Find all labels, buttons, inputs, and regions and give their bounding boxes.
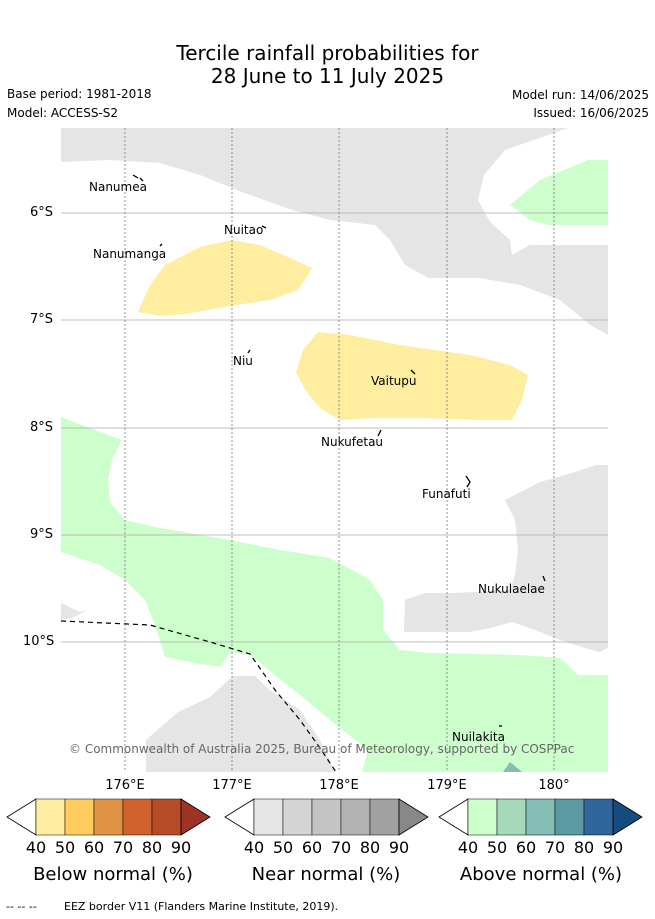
colorbar-above-normal-swatch-60 <box>525 798 556 836</box>
longitude-label-178e: 178°E <box>319 778 359 793</box>
colorbar-near-normal-tick-90: 90 <box>388 838 410 857</box>
latitude-label-8s: 8°S <box>30 420 54 435</box>
latitude-label-9s: 9°S <box>30 527 54 542</box>
below-normal-region-northwest <box>138 240 312 316</box>
island-label-nukulaelae: Nukulaelae <box>478 582 545 596</box>
island-shape-nuitao <box>261 225 267 229</box>
island-label-niu: Niu <box>233 354 253 368</box>
colorbar-below-normal-tick-40: 40 <box>25 838 47 857</box>
colorbar-below-normal-swatch-80 <box>151 798 182 836</box>
colorbar-below-normal-tick-70: 70 <box>112 838 134 857</box>
colorbar-above-normal-tick-80: 80 <box>573 838 595 857</box>
latitude-label-6s: 6°S <box>30 205 54 220</box>
colorbar-above-normal-below-40-extension <box>438 798 469 836</box>
eez-border <box>61 620 337 772</box>
colorbar-near-normal-above-90-extension <box>398 798 429 836</box>
island-shape-funafuti <box>465 475 471 488</box>
colorbar-above-normal-tick-60: 60 <box>515 838 537 857</box>
below-normal-region-central <box>296 332 528 420</box>
colorbar-below-normal-swatch-70 <box>122 798 153 836</box>
longitude-label-179e: 179°E <box>427 778 467 793</box>
longitude-label-177e: 177°E <box>212 778 252 793</box>
model-run: Model run: 14/06/2025 <box>511 88 649 102</box>
longitude-label-180: 180° <box>538 778 570 793</box>
near-normal-region-southwest <box>146 676 335 772</box>
model-name: Model: ACCESS-S2 <box>7 106 119 120</box>
eez-legend-symbol: -- -- -- <box>6 900 37 913</box>
island-shape-nukulaelae <box>542 575 546 582</box>
colorbar-title-near-normal: Near normal (%) <box>251 864 401 885</box>
island-label-vaitupu: Vaitupu <box>371 374 417 388</box>
colorbar-title-above-normal: Above normal (%) <box>459 864 623 885</box>
colorbar-near-normal-tick-80: 80 <box>359 838 381 857</box>
above-normal-region-small <box>503 762 522 772</box>
colorbar-near-normal-swatch-70 <box>340 798 371 836</box>
colorbar-below-normal-swatch-40 <box>35 798 66 836</box>
island-label-nanumanga: Nanumanga <box>93 247 167 261</box>
colorbar-below-normal-tick-50: 50 <box>54 838 76 857</box>
island-shape-nanumanga <box>159 243 163 247</box>
colorbar-near-normal-swatch-50 <box>282 798 313 836</box>
colorbar-above-normal-tick-50: 50 <box>486 838 508 857</box>
colorbar-above-normal-tick-90: 90 <box>602 838 624 857</box>
colorbar-near-normal <box>224 798 429 836</box>
colorbar-above-normal <box>438 798 643 836</box>
island-label-nuilakita: Nuilakita <box>452 730 505 744</box>
island-label-funafuti: Funafuti <box>422 487 471 501</box>
colorbar-near-normal-swatch-80 <box>369 798 400 836</box>
colorbars <box>6 798 643 836</box>
colorbar-above-normal-swatch-50 <box>496 798 527 836</box>
colorbar-above-normal-swatch-70 <box>554 798 585 836</box>
island-shape-nanumea <box>132 174 144 182</box>
island-shape-niu <box>247 349 251 354</box>
colorbar-near-normal-swatch-60 <box>311 798 342 836</box>
copyright-notice: © Commonwealth of Australia 2025, Bureau… <box>69 742 575 756</box>
colorbar-near-normal-tick-60: 60 <box>301 838 323 857</box>
colorbar-below-normal <box>6 798 211 836</box>
colorbar-below-normal-tick-90: 90 <box>170 838 192 857</box>
latitude-label-10s: 10°S <box>23 634 55 649</box>
eez-legend-text: EEZ border V11 (Flanders Marine Institut… <box>64 900 339 913</box>
colorbar-below-normal-tick-60: 60 <box>83 838 105 857</box>
island-label-nuitao: Nuitao <box>224 223 264 237</box>
colorbar-above-normal-tick-40: 40 <box>457 838 479 857</box>
colorbar-near-normal-tick-50: 50 <box>272 838 294 857</box>
chart-title-line1: Tercile rainfall probabilities for <box>176 41 479 65</box>
near-normal-region-east <box>404 465 608 652</box>
island-label-nukufetau: Nukufetau <box>321 435 384 449</box>
island-shape-nukufetau <box>377 429 382 437</box>
colorbar-below-normal-above-90-extension <box>180 798 211 836</box>
chart-title-line2: 28 June to 11 July 2025 <box>210 64 445 88</box>
colorbar-below-normal-below-40-extension <box>6 798 37 836</box>
near-normal-region-north <box>61 128 608 335</box>
colorbar-above-normal-tick-70: 70 <box>544 838 566 857</box>
colorbar-title-below-normal: Below normal (%) <box>33 864 193 885</box>
latitude-label-7s: 7°S <box>30 312 54 327</box>
colorbar-below-normal-tick-80: 80 <box>141 838 163 857</box>
colorbar-below-normal-swatch-60 <box>93 798 124 836</box>
colorbar-near-normal-below-40-extension <box>224 798 255 836</box>
longitude-label-176e: 176°E <box>105 778 145 793</box>
above-normal-region-south <box>61 417 608 772</box>
near-normal-region-west <box>61 603 88 620</box>
issued-date: Issued: 16/06/2025 <box>533 106 649 120</box>
colorbar-above-normal-above-90-extension <box>612 798 643 836</box>
base-period: Base period: 1981-2018 <box>7 87 152 101</box>
colorbar-above-normal-swatch-80 <box>583 798 614 836</box>
colorbar-above-normal-swatch-40 <box>467 798 498 836</box>
island-shape-vaitupu <box>410 369 416 375</box>
colorbar-near-normal-tick-40: 40 <box>243 838 265 857</box>
colorbar-near-normal-swatch-40 <box>253 798 284 836</box>
above-normal-region-northeast <box>510 160 608 225</box>
colorbar-near-normal-tick-70: 70 <box>330 838 352 857</box>
island-label-nanumea: Nanumea <box>89 180 147 194</box>
colorbar-below-normal-swatch-50 <box>64 798 95 836</box>
